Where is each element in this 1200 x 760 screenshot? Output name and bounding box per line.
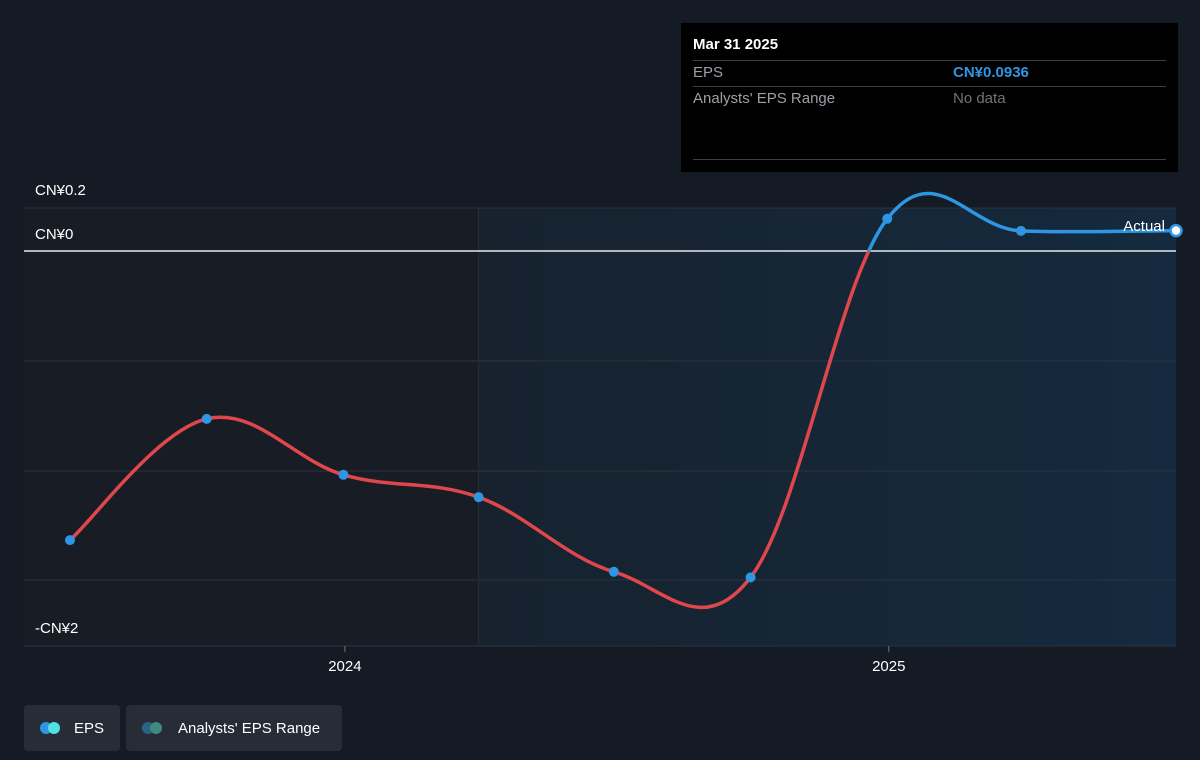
actual-annotation: Actual xyxy=(1123,218,1165,235)
eps-point[interactable] xyxy=(608,566,619,577)
eps-points xyxy=(65,213,1183,583)
eps-point[interactable] xyxy=(473,492,484,503)
eps-point[interactable] xyxy=(201,413,212,424)
legend-item-eps[interactable]: EPS xyxy=(24,705,120,751)
eps-line-positive xyxy=(866,191,1178,251)
y-tick-label: CN¥0 xyxy=(35,226,73,243)
y-tick-label: -CN¥2 xyxy=(35,620,78,637)
tooltip-range-label: Analysts' EPS Range xyxy=(693,90,836,107)
y-tick-label: CN¥0.2 xyxy=(35,182,86,199)
eps-series xyxy=(68,191,1178,610)
tooltip-date: Mar 31 2025 xyxy=(693,36,779,53)
tooltip-eps-value: CN¥0.0936 xyxy=(953,64,1029,81)
tooltip: Mar 31 2025 EPS CN¥0.0936 Analysts' EPS … xyxy=(681,23,1178,172)
eps-point[interactable] xyxy=(338,469,349,480)
tooltip-divider xyxy=(693,159,1166,160)
legend-item-analysts-range[interactable]: Analysts' EPS Range xyxy=(126,705,342,751)
tooltip-range-value: No data xyxy=(953,90,1006,107)
tooltip-row-range: Analysts' EPS Range No data xyxy=(693,86,1166,112)
x-tick-label: 2024 xyxy=(328,658,361,675)
eps-point[interactable] xyxy=(882,213,893,224)
past-region xyxy=(24,208,479,646)
eps-point[interactable] xyxy=(65,535,75,546)
legend-range-label: Analysts' EPS Range xyxy=(178,719,321,737)
gridlines xyxy=(24,207,1176,647)
tooltip-eps-label: EPS xyxy=(693,64,724,81)
eps-point[interactable] xyxy=(1016,225,1026,236)
x-axis-ticks: 2024 2025 xyxy=(328,646,905,675)
x-tick-label: 2025 xyxy=(872,658,905,675)
eps-legend-icon xyxy=(40,722,62,734)
range-legend-icon xyxy=(142,722,166,734)
legend-eps-label: EPS xyxy=(73,719,104,737)
eps-end-marker xyxy=(1169,223,1183,238)
forecast-region xyxy=(478,208,1176,646)
eps-line-negative xyxy=(68,251,871,610)
eps-point[interactable] xyxy=(745,572,756,583)
tooltip-row-eps: EPS CN¥0.0936 xyxy=(693,60,1166,86)
y-axis-ticks: CN¥0.2 CN¥0 -CN¥2 xyxy=(35,182,86,637)
